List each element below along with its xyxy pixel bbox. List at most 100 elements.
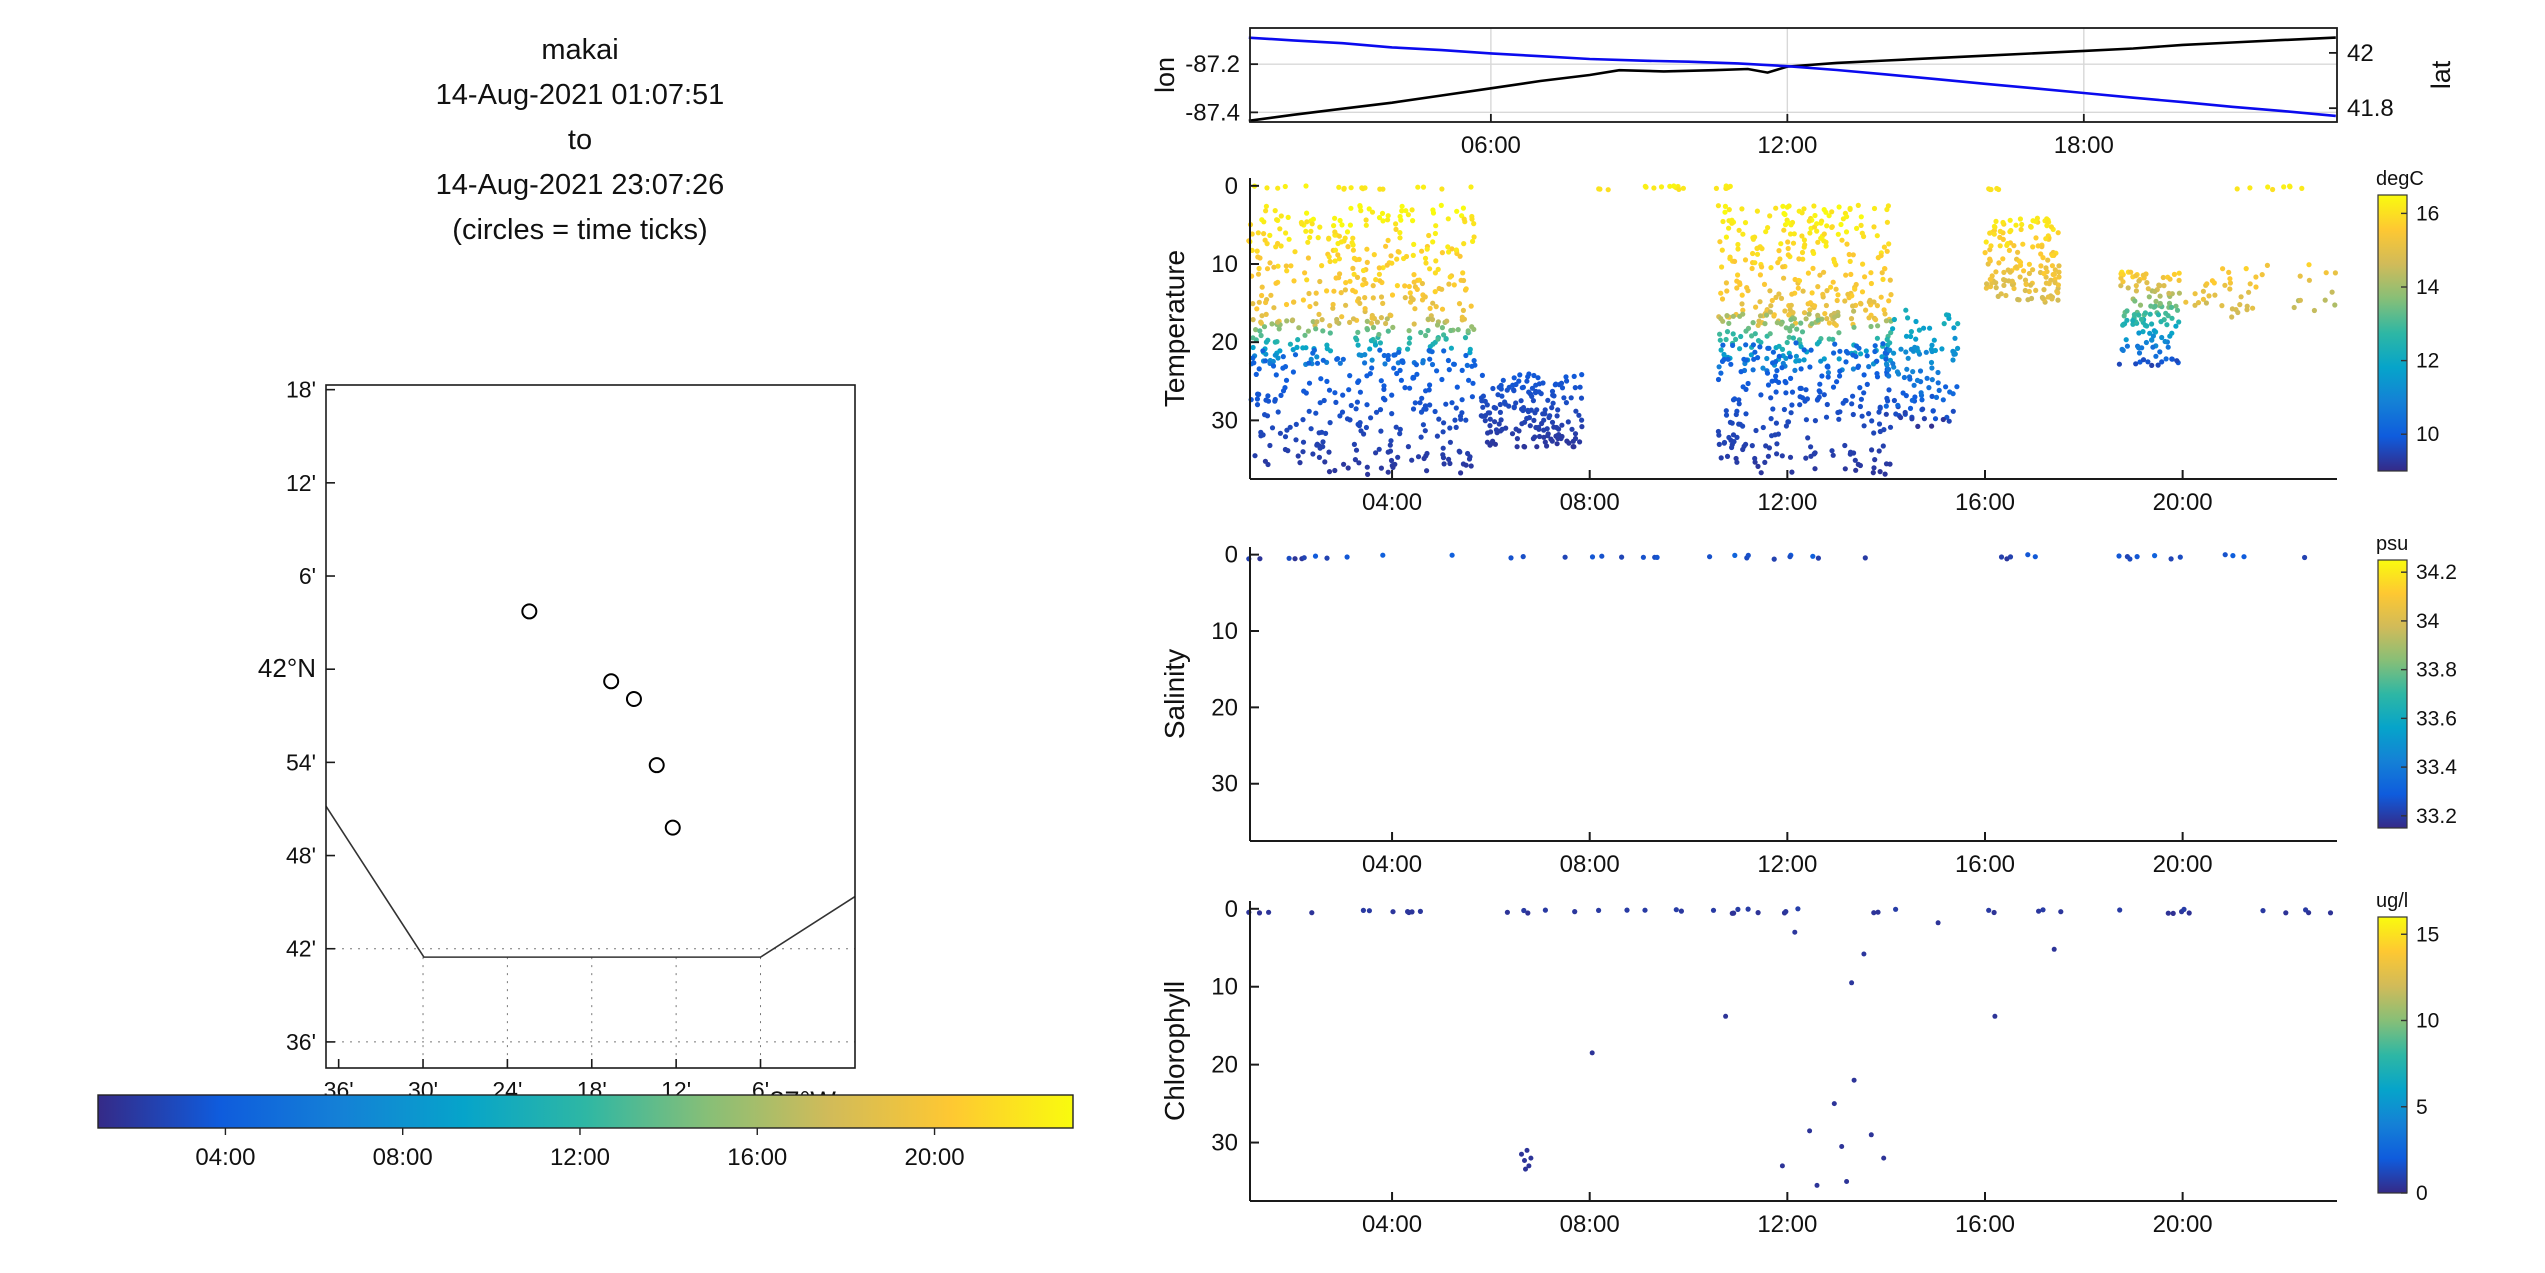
svg-text:5: 5 xyxy=(2416,1096,2428,1119)
salinity-colorbar-unit: psu xyxy=(2376,533,2408,555)
temperature-colorbar-ticks xyxy=(2401,212,2407,435)
svg-text:12:00: 12:00 xyxy=(1757,1211,1817,1238)
svg-text:16:00: 16:00 xyxy=(727,1144,787,1171)
svg-text:33.2: 33.2 xyxy=(2416,805,2457,828)
svg-text:20:00: 20:00 xyxy=(2153,489,2213,516)
end-time: 14-Aug-2021 23:07:26 xyxy=(435,169,725,201)
svg-text:10: 10 xyxy=(1211,618,1238,645)
svg-text:10: 10 xyxy=(2416,1010,2439,1033)
svg-text:30: 30 xyxy=(1211,407,1238,434)
svg-text:34.2: 34.2 xyxy=(2416,561,2457,584)
salinity-points xyxy=(1246,552,2308,562)
svg-text:42: 42 xyxy=(2347,40,2374,67)
lat-axis-label: lat xyxy=(2426,60,2456,89)
chlorophyll-colorbar xyxy=(2377,916,2408,1194)
chlorophyll-labels: 04:00 08:00 12:00 16:00 20:00 0 10 20 30 Chloroph… xyxy=(1159,890,2439,1238)
chlorophyll-colorbar-unit: ug/l xyxy=(2376,890,2408,912)
svg-text:42°N: 42°N xyxy=(258,653,316,683)
svg-text:12': 12' xyxy=(286,470,316,496)
start-time: 14-Aug-2021 01:07:51 xyxy=(435,79,725,111)
lon-axis-label: lon xyxy=(1150,57,1180,93)
svg-text:0: 0 xyxy=(1225,542,1238,569)
svg-text:20:00: 20:00 xyxy=(2153,1211,2213,1238)
vehicle-name: makai xyxy=(541,34,619,66)
lat-line xyxy=(1248,36,2336,118)
map-labels: 36' 30' 24' 18' 12' 6'18'12'6'42°N54'48'42'36… xyxy=(258,377,836,1116)
salinity-colorbar-ticks xyxy=(2401,571,2407,817)
time-ticks-note: (circles = time ticks) xyxy=(452,214,708,246)
svg-text:10: 10 xyxy=(1211,974,1238,1001)
svg-text:-87.2: -87.2 xyxy=(1185,51,1240,78)
time-colorbar-labels: 04:00 08:00 12:00 16:00 20:00 xyxy=(195,1144,964,1171)
svg-text:16:00: 16:00 xyxy=(1955,1211,2015,1238)
svg-text:04:00: 04:00 xyxy=(1362,1211,1422,1238)
svg-text:15: 15 xyxy=(2416,923,2439,946)
temperature-colorbar-unit: degC xyxy=(2376,168,2424,190)
svg-text:20:00: 20:00 xyxy=(905,1144,965,1171)
salinity-axes xyxy=(1249,547,2337,842)
map-track-plot: 36' 30' 24' 18' 12' 6'18'12'6'42°N54'48'42'36… xyxy=(258,377,856,1116)
svg-text:12: 12 xyxy=(2416,350,2439,373)
chlorophyll-points xyxy=(1246,906,2334,1188)
map-axes xyxy=(325,384,856,1069)
temperature-colorbar xyxy=(2377,194,2408,472)
svg-text:48': 48' xyxy=(286,843,316,869)
svg-text:12:00: 12:00 xyxy=(1757,132,1817,159)
time-colorbar: 04:00 08:00 12:00 16:00 20:00 xyxy=(97,1094,1074,1171)
temperature-labels: 04:00 08:00 12:00 16:00 20:00 0 10 20 30 Temperat… xyxy=(1159,168,2440,516)
svg-text:33.8: 33.8 xyxy=(2416,659,2457,682)
svg-text:08:00: 08:00 xyxy=(373,1144,433,1171)
svg-text:12:00: 12:00 xyxy=(550,1144,610,1171)
chlorophyll-depth-plot: 04:00 08:00 12:00 16:00 20:00 0 10 20 30 Chloroph… xyxy=(1159,890,2439,1238)
chlorophyll-axes xyxy=(1249,901,2337,1202)
svg-text:42': 42' xyxy=(286,936,316,962)
svg-text:16:00: 16:00 xyxy=(1955,489,2015,516)
figure-title: makai 14-Aug-2021 01:07:51 to 14-Aug-202… xyxy=(230,28,930,253)
chlorophyll-colorbar-ticks xyxy=(2401,933,2407,1194)
svg-text:34: 34 xyxy=(2416,610,2440,633)
svg-text:08:00: 08:00 xyxy=(1560,851,1620,878)
svg-text:30: 30 xyxy=(1211,771,1238,798)
svg-text:04:00: 04:00 xyxy=(1362,851,1422,878)
svg-text:-87.4: -87.4 xyxy=(1185,99,1240,126)
svg-text:04:00: 04:00 xyxy=(195,1144,255,1171)
salinity-axis-label: Salinity xyxy=(1159,649,1190,739)
svg-text:54': 54' xyxy=(286,749,316,775)
salinity-depth-plot: 04:00 08:00 12:00 16:00 20:00 0 10 20 30 Salinity… xyxy=(1159,533,2457,878)
lonlat-gridlines xyxy=(1250,28,2337,122)
svg-text:0: 0 xyxy=(1225,173,1238,200)
svg-text:04:00: 04:00 xyxy=(1362,489,1422,516)
svg-text:0: 0 xyxy=(1225,896,1238,923)
svg-text:20: 20 xyxy=(1211,329,1238,356)
svg-text:20:00: 20:00 xyxy=(2153,851,2213,878)
svg-text:20: 20 xyxy=(1211,1052,1238,1079)
lonlat-labels: 06:00 12:00 18:00 -87.2 -87.4 42 41.8 lon lat xyxy=(1150,40,2456,159)
temperature-depth-plot: 04:00 08:00 12:00 16:00 20:00 0 10 20 30 Temperat… xyxy=(1159,168,2440,516)
temperature-points xyxy=(1246,183,2338,477)
lonlat-axes xyxy=(1249,27,2338,123)
svg-text:18:00: 18:00 xyxy=(2054,132,2114,159)
salinity-colorbar xyxy=(2377,559,2408,829)
to-label: to xyxy=(567,124,593,156)
svg-text:16: 16 xyxy=(2416,202,2439,225)
svg-text:10: 10 xyxy=(2416,423,2439,446)
svg-text:41.8: 41.8 xyxy=(2347,95,2394,122)
svg-text:08:00: 08:00 xyxy=(1560,1211,1620,1238)
svg-text:33.4: 33.4 xyxy=(2416,756,2457,779)
svg-text:36': 36' xyxy=(286,1029,316,1055)
svg-text:18': 18' xyxy=(286,377,316,403)
svg-text:12:00: 12:00 xyxy=(1757,851,1817,878)
svg-text:10: 10 xyxy=(1211,251,1238,278)
svg-text:12:00: 12:00 xyxy=(1757,489,1817,516)
svg-text:33.6: 33.6 xyxy=(2416,707,2457,730)
svg-text:0: 0 xyxy=(2416,1182,2428,1205)
temperature-axis-label: Temperature xyxy=(1159,250,1190,407)
svg-text:16:00: 16:00 xyxy=(1955,851,2015,878)
svg-text:20: 20 xyxy=(1211,694,1238,721)
svg-text:06:00: 06:00 xyxy=(1461,132,1521,159)
lon-lat-timeseries-plot: 06:00 12:00 18:00 -87.2 -87.4 42 41.8 lon lat xyxy=(1150,27,2456,159)
salinity-labels: 04:00 08:00 12:00 16:00 20:00 0 10 20 30 Salinity… xyxy=(1159,533,2457,878)
coastline xyxy=(325,805,856,958)
chlorophyll-axis-label: Chlorophyll xyxy=(1159,981,1190,1121)
